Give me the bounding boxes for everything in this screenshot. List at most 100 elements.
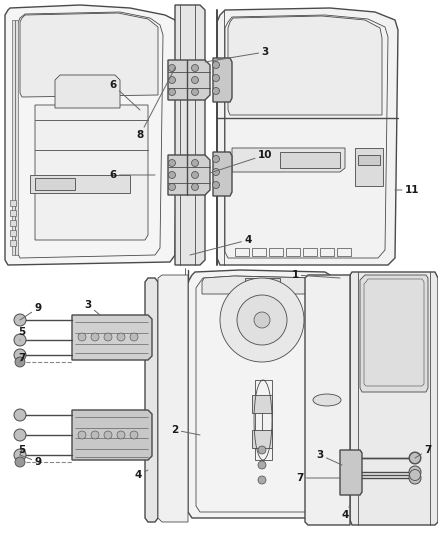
Circle shape [191, 172, 198, 179]
Circle shape [409, 466, 421, 478]
Circle shape [14, 409, 26, 421]
Bar [320, 248, 334, 256]
Bar [30, 175, 130, 193]
Polygon shape [360, 275, 428, 392]
Circle shape [191, 159, 198, 166]
Circle shape [191, 183, 198, 190]
Circle shape [14, 449, 26, 461]
Text: 3: 3 [85, 300, 100, 315]
Circle shape [78, 431, 86, 439]
Bar [358, 155, 380, 165]
Circle shape [14, 334, 26, 346]
Bar [286, 248, 300, 256]
Circle shape [130, 333, 138, 341]
Text: 7: 7 [297, 473, 340, 483]
Polygon shape [217, 8, 398, 265]
Text: 9: 9 [20, 303, 42, 320]
Circle shape [104, 333, 112, 341]
Circle shape [191, 88, 198, 95]
Circle shape [220, 278, 304, 362]
Text: 10: 10 [210, 150, 272, 173]
Text: 4: 4 [134, 470, 148, 480]
Circle shape [14, 429, 26, 441]
Text: 3: 3 [316, 450, 342, 465]
Circle shape [169, 77, 176, 84]
Polygon shape [158, 275, 188, 522]
Bar [355, 148, 383, 186]
Text: 6: 6 [110, 170, 155, 180]
Text: 2: 2 [171, 425, 200, 435]
Polygon shape [168, 155, 210, 195]
Polygon shape [213, 58, 232, 102]
Text: 5: 5 [18, 327, 26, 340]
Circle shape [254, 312, 270, 328]
Polygon shape [15, 20, 18, 255]
Circle shape [78, 333, 86, 341]
Circle shape [191, 77, 198, 84]
Circle shape [91, 431, 99, 439]
Polygon shape [213, 152, 232, 196]
Text: 5: 5 [18, 445, 26, 455]
Ellipse shape [313, 394, 341, 406]
Circle shape [258, 461, 266, 469]
Circle shape [104, 431, 112, 439]
Circle shape [91, 333, 99, 341]
Bar [303, 248, 317, 256]
Bar [269, 248, 283, 256]
Polygon shape [55, 75, 120, 108]
Polygon shape [168, 60, 210, 100]
Polygon shape [228, 16, 382, 115]
Circle shape [169, 64, 176, 71]
Circle shape [15, 357, 25, 367]
Circle shape [410, 470, 420, 481]
Text: 8: 8 [136, 68, 175, 140]
Polygon shape [5, 5, 178, 265]
Bar [10, 230, 16, 236]
Circle shape [14, 314, 26, 326]
Polygon shape [350, 272, 438, 525]
Circle shape [258, 476, 266, 484]
Polygon shape [340, 450, 362, 495]
Bar [35, 178, 75, 190]
Text: 6: 6 [110, 80, 140, 110]
Bar [252, 430, 272, 448]
Polygon shape [12, 20, 15, 255]
Polygon shape [175, 5, 205, 265]
Circle shape [169, 183, 176, 190]
Polygon shape [145, 278, 158, 522]
Polygon shape [202, 276, 325, 294]
Polygon shape [20, 13, 158, 97]
Circle shape [117, 333, 125, 341]
Circle shape [409, 472, 421, 484]
Circle shape [212, 87, 219, 94]
Circle shape [169, 172, 176, 179]
Polygon shape [305, 275, 350, 525]
Bar [235, 248, 249, 256]
Circle shape [130, 431, 138, 439]
Bar [10, 210, 16, 216]
Circle shape [258, 446, 266, 454]
Circle shape [117, 431, 125, 439]
Circle shape [410, 453, 420, 464]
Bar [337, 248, 351, 256]
Polygon shape [72, 315, 152, 360]
Text: 7: 7 [415, 445, 432, 458]
Bar [245, 278, 280, 290]
Circle shape [15, 457, 25, 467]
Circle shape [409, 452, 421, 464]
Bar [280, 152, 340, 168]
Bar [10, 220, 16, 226]
Circle shape [212, 168, 219, 175]
Text: 3: 3 [205, 47, 268, 62]
Circle shape [169, 88, 176, 95]
Circle shape [191, 64, 198, 71]
Text: 4: 4 [341, 505, 350, 520]
Polygon shape [188, 270, 338, 518]
Circle shape [212, 156, 219, 163]
Circle shape [237, 295, 287, 345]
Circle shape [169, 159, 176, 166]
Bar [10, 240, 16, 246]
Text: 4: 4 [190, 235, 252, 255]
Polygon shape [232, 148, 345, 172]
Text: 7: 7 [18, 353, 26, 363]
